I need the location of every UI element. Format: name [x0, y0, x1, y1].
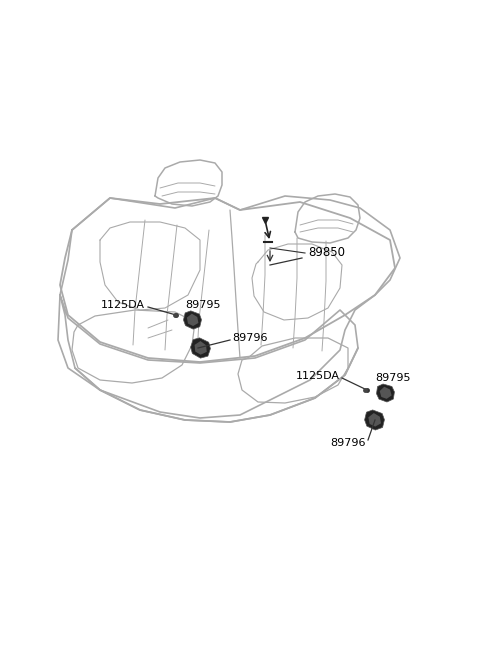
Polygon shape: [380, 386, 392, 399]
Polygon shape: [365, 410, 384, 430]
Polygon shape: [187, 314, 198, 326]
Polygon shape: [194, 341, 207, 354]
Polygon shape: [183, 311, 202, 329]
Text: 1125DA: 1125DA: [296, 371, 340, 381]
Polygon shape: [191, 338, 210, 358]
Text: 89795: 89795: [185, 300, 220, 310]
Polygon shape: [376, 384, 395, 402]
Text: 89795: 89795: [375, 373, 410, 383]
Text: 89796: 89796: [330, 438, 365, 448]
Text: 89850: 89850: [308, 246, 345, 259]
Text: 89796: 89796: [232, 333, 267, 343]
Polygon shape: [368, 413, 381, 426]
Text: 1125DA: 1125DA: [101, 300, 145, 310]
